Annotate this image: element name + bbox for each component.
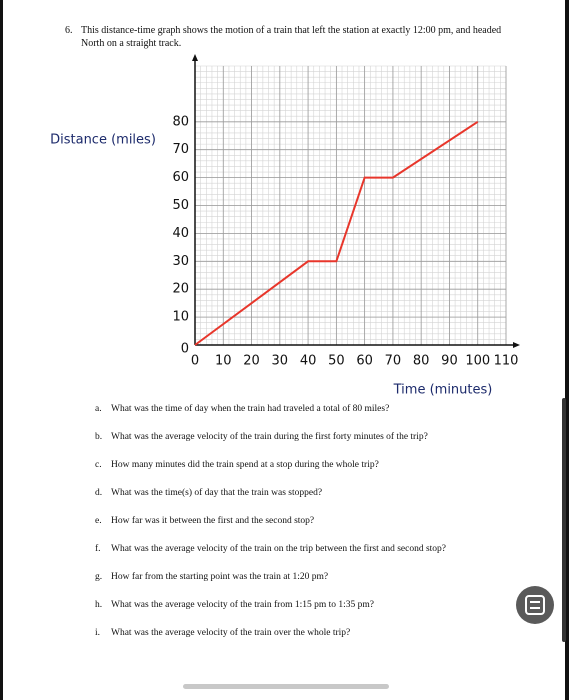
x-tick-label: 50 <box>328 354 345 369</box>
item-text: What was the average velocity of the tra… <box>111 544 447 554</box>
item-label: a. <box>95 404 102 414</box>
y-tick-label: 80 <box>172 114 189 129</box>
question-text: This distance-time graph shows the motio… <box>81 25 502 49</box>
item-text: How far was it between the first and the… <box>111 516 315 526</box>
translate-icon <box>525 595 545 615</box>
y-tick-label: 10 <box>172 310 189 325</box>
item-text: How many minutes did the train spend at … <box>111 460 379 470</box>
item-label: b. <box>95 432 103 442</box>
item-label: e. <box>95 516 102 526</box>
question-item: e. How far was it between the first and t… <box>95 516 314 526</box>
item-text: What was the average velocity of the tra… <box>111 432 428 442</box>
question-item: i. What was the average velocity of the t… <box>95 628 350 638</box>
chart: Distance (miles) Time (minutes) 0 10 20 30 4… <box>50 54 520 398</box>
item-text: What was the time(s) of day that the tra… <box>111 488 323 498</box>
x-tick-label: 30 <box>272 354 289 369</box>
y-axis-arrow <box>192 54 198 61</box>
x-tick-label: 0 <box>191 354 199 369</box>
x-axis-title: Time (minutes) <box>393 383 493 398</box>
x-axis-arrow <box>513 342 520 348</box>
y-tick-label: 70 <box>172 142 189 157</box>
question: 6. This distance-time graph shows the mo… <box>65 24 505 50</box>
scrollbar[interactable] <box>562 398 566 642</box>
item-text: What was the time of day when the train … <box>111 404 390 414</box>
x-tick-label: 40 <box>300 354 317 369</box>
question-item: c. How many minutes did the train spend a… <box>95 460 379 470</box>
question-number: 6. <box>65 25 73 36</box>
item-label: h. <box>95 600 103 610</box>
item-text: What was the average velocity of the tra… <box>111 628 351 638</box>
question-item: f. What was the average velocity of the t… <box>95 544 446 554</box>
y-tick-label: 40 <box>172 226 189 241</box>
x-tick-label: 10 <box>215 354 232 369</box>
home-indicator <box>183 684 389 689</box>
y-tick-label: 20 <box>172 282 189 297</box>
y-tick-label: 60 <box>172 170 189 185</box>
y-tick-label: 50 <box>172 198 189 213</box>
question-item: d. What was the time(s) of day that the t… <box>95 488 322 498</box>
x-tick-label: 110 <box>494 354 519 369</box>
y-axis-title: Distance (miles) <box>50 133 156 148</box>
item-text: How far from the starting point was the … <box>111 572 329 582</box>
item-label: c. <box>95 460 102 470</box>
y-tick-label: 30 <box>172 254 189 269</box>
item-text: What was the average velocity of the tra… <box>111 600 375 610</box>
item-label: g. <box>95 572 103 582</box>
x-tick-label: 90 <box>441 354 458 369</box>
item-label: f. <box>95 544 101 554</box>
question-item: g. How far from the starting point was th… <box>95 572 328 582</box>
data-line <box>194 120 479 346</box>
question-item: h. What was the average velocity of the t… <box>95 600 374 610</box>
item-label: d. <box>95 488 103 498</box>
y-tick-label: 0 <box>181 342 189 357</box>
x-tick-label: 70 <box>385 354 402 369</box>
x-tick-label: 80 <box>413 354 430 369</box>
translate-button[interactable] <box>516 586 554 624</box>
x-tick-label: 20 <box>243 354 260 369</box>
item-label: i. <box>95 628 101 638</box>
x-tick-label: 60 <box>356 354 373 369</box>
question-item: b. What was the average velocity of the t… <box>95 432 428 442</box>
question-item: a. What was the time of day when the trai… <box>95 404 389 414</box>
x-tick-label: 100 <box>465 354 490 369</box>
